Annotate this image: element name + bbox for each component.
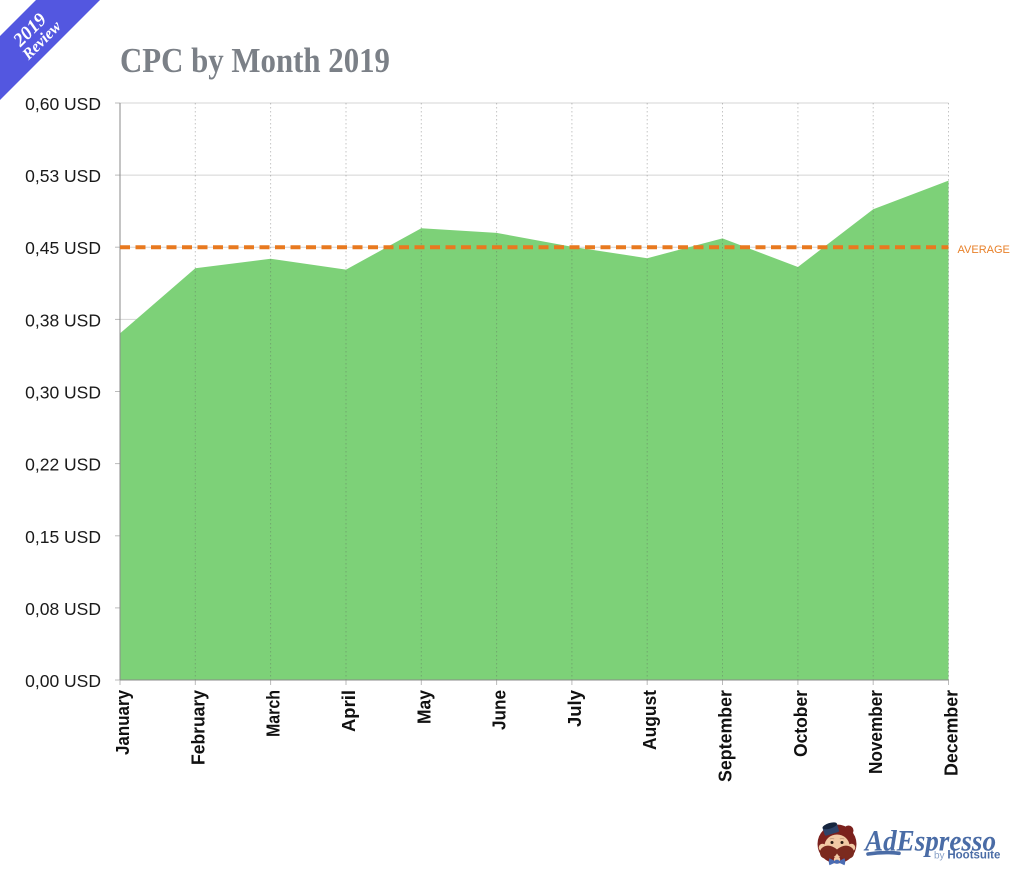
svg-text:July: July [565,690,585,727]
svg-text:June: June [490,690,510,730]
svg-text:May: May [414,690,434,724]
svg-text:0,38 USD: 0,38 USD [25,310,101,330]
svg-text:August: August [640,690,660,750]
svg-text:0,30 USD: 0,30 USD [25,383,101,403]
svg-text:CPC by Month 2019: CPC by Month 2019 [120,41,390,80]
svg-text:0,22 USD: 0,22 USD [25,455,101,475]
svg-text:January: January [113,690,133,755]
svg-text:October: October [791,690,811,757]
svg-text:April: April [339,690,359,732]
svg-text:0,45 USD: 0,45 USD [25,238,101,258]
svg-text:September: September [716,690,736,782]
svg-text:0,60 USD: 0,60 USD [25,94,101,114]
svg-text:by Hootsuite: by Hootsuite [934,850,1000,862]
svg-text:0,15 USD: 0,15 USD [25,527,101,547]
svg-text:0,53 USD: 0,53 USD [25,166,101,186]
svg-text:AVERAGE: AVERAGE [958,244,1010,256]
svg-text:0,08 USD: 0,08 USD [25,599,101,619]
svg-text:November: November [866,690,886,774]
svg-text:February: February [188,690,208,765]
svg-text:December: December [942,690,962,776]
svg-text:0,00 USD: 0,00 USD [25,671,101,691]
svg-text:March: March [264,690,284,737]
